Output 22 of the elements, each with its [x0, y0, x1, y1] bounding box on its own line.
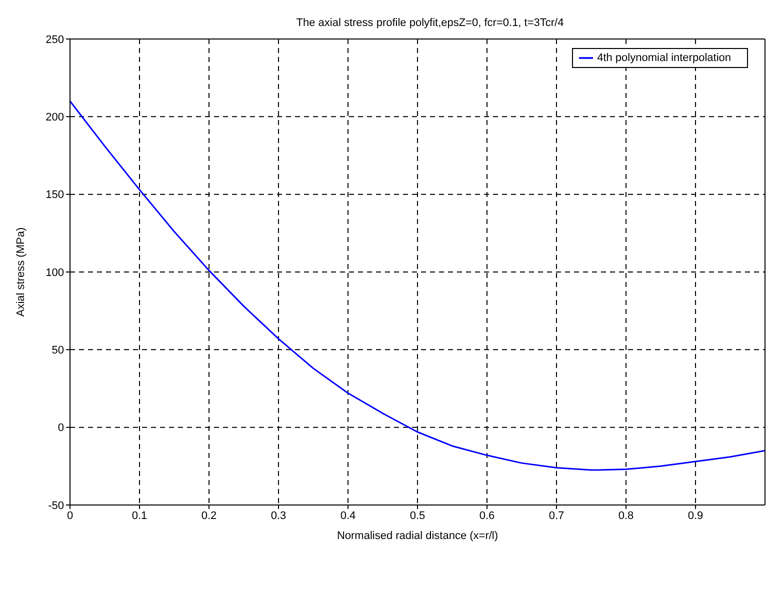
x-tick-label: 0.5	[410, 510, 426, 522]
y-tick-label: 200	[46, 112, 64, 124]
chart-title: The axial stress profile polyfit,epsZ=0, fcr=0.1, t=3Tcr/4	[296, 17, 564, 29]
y-tick-label: 250	[46, 34, 64, 46]
x-tick-label: 0.6	[479, 510, 495, 522]
x-tick-label: 0.8	[618, 510, 634, 522]
x-tick-label: 0.9	[688, 510, 704, 522]
x-tick-label: 0.2	[201, 510, 217, 522]
x-tick-label: 0.7	[548, 510, 564, 522]
x-tick-label: 0.4	[340, 510, 356, 522]
y-tick-label: 0	[58, 422, 64, 434]
y-tick-label: 100	[46, 266, 64, 279]
x-axis-title: Normalised radial distance (x=r/l)	[336, 530, 498, 542]
y-tick-label: 50	[52, 344, 64, 357]
y-tick-label: 150	[46, 189, 64, 202]
x-tick-label: 0	[66, 510, 74, 522]
legend-label: 4th polynomial interpolation	[597, 52, 731, 64]
x-tick-label: 0.3	[270, 510, 286, 522]
x-tick-label: 0.1	[132, 510, 148, 522]
y-axis-title: Axial stress (MPa)	[14, 227, 27, 317]
line-series	[70, 100, 765, 471]
y-tick-label: -50	[48, 500, 64, 512]
